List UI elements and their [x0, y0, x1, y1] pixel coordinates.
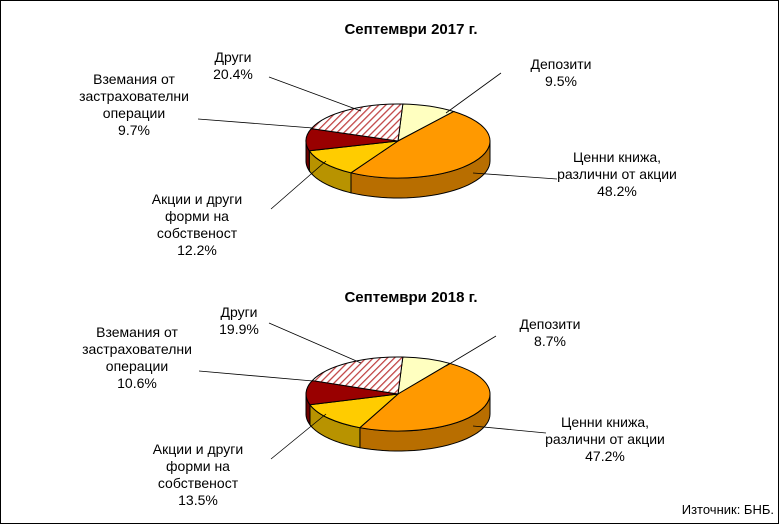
- value-label: 48.2%: [597, 183, 637, 199]
- chart-title: Септември 2017 г.: [344, 21, 478, 38]
- value-label: 8.7%: [534, 333, 566, 349]
- category-label: Други: [214, 49, 252, 65]
- leader-line: [270, 160, 327, 210]
- data-label: Акции и други форми на собственост 13.5%: [113, 441, 283, 509]
- chart-title: Септември 2018 г.: [344, 289, 478, 306]
- value-label: 10.6%: [117, 375, 157, 391]
- slice-top: [311, 356, 404, 395]
- data-label: Други 19.9%: [154, 304, 324, 338]
- data-label: Депозити 9.5%: [476, 56, 646, 90]
- data-label: Ценни книжа, различни от акции 48.2%: [532, 149, 702, 200]
- leader-line: [472, 425, 547, 434]
- pie-slice: [308, 140, 399, 194]
- pie-slice: [349, 110, 491, 199]
- leader-line: [197, 118, 314, 129]
- slice-top: [310, 103, 404, 142]
- category-label: Други: [220, 304, 258, 320]
- value-label: 9.7%: [118, 122, 150, 138]
- data-label: Вземания от застрахователни операции 10.6…: [52, 324, 222, 392]
- data-label: Депозити 8.7%: [465, 316, 635, 350]
- data-label: Ценни книжа, различни от акции 47.2%: [520, 414, 690, 465]
- value-label: 9.5%: [545, 73, 577, 89]
- source-note: Източник: БНБ.: [681, 502, 774, 517]
- data-label: Вземания от застрахователни операции 9.7%: [49, 71, 219, 139]
- slice-top: [358, 362, 491, 432]
- value-label: 12.2%: [177, 242, 217, 258]
- leader-line: [472, 172, 558, 180]
- pie-slice: [310, 103, 404, 142]
- category-label: Ценни книжа, различни от акции: [557, 149, 677, 182]
- pie-slice: [358, 362, 491, 452]
- value-label: 47.2%: [585, 448, 625, 464]
- value-label: 19.9%: [219, 321, 259, 337]
- data-label: Други 20.4%: [148, 49, 318, 83]
- category-label: Депозити: [519, 316, 581, 332]
- category-label: Акции и други форми на собственост: [151, 191, 243, 241]
- value-label: 13.5%: [178, 492, 218, 508]
- slice-top: [349, 110, 491, 179]
- data-label: Акции и други форми на собственост 12.2%: [112, 191, 282, 259]
- leader-line: [268, 76, 362, 112]
- leader-line: [445, 335, 497, 367]
- leader-line: [268, 322, 362, 364]
- category-label: Вземания от застрахователни операции: [79, 71, 189, 121]
- pie-slice: [311, 356, 404, 395]
- leader-line: [270, 413, 327, 460]
- category-label: Акции и други форми на собственост: [152, 441, 244, 491]
- category-label: Вземания от застрахователни операции: [82, 324, 192, 374]
- category-label: Депозити: [530, 56, 592, 72]
- leader-line: [198, 370, 314, 382]
- value-label: 20.4%: [213, 66, 253, 82]
- category-label: Ценни книжа, различни от акции: [545, 414, 665, 447]
- leader-line: [445, 72, 502, 114]
